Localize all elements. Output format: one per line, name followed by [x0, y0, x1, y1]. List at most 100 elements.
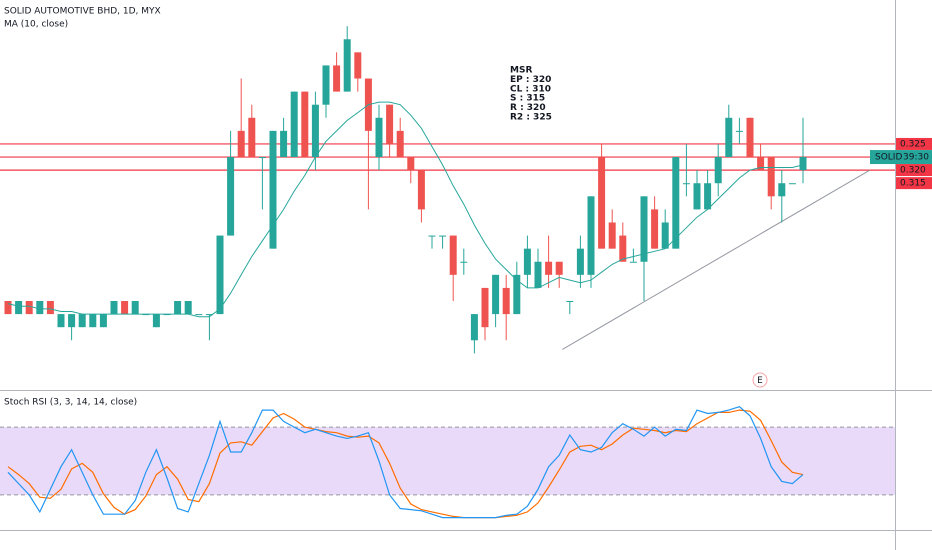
candle-body: [280, 130, 288, 158]
ma-legend: MA (10, close): [4, 20, 68, 30]
candle-body: [195, 314, 203, 316]
hline-label-box: [896, 177, 932, 190]
candle-body: [205, 314, 213, 316]
candle-body: [619, 235, 627, 262]
series-line: [7, 409, 804, 519]
candle-body: [407, 157, 415, 171]
candle-body: [449, 235, 457, 275]
chart-title: SOLID AUTOMOTIVE BHD, 1D, MYX: [4, 7, 161, 17]
band: [0, 427, 895, 495]
candle-body: [78, 314, 86, 328]
annotation-text: EP : 320: [510, 75, 551, 85]
candle-body: [672, 157, 680, 249]
candle-body: [131, 301, 139, 315]
candle-body: [651, 209, 659, 249]
candle-body: [184, 301, 192, 315]
candle-body: [152, 314, 160, 328]
candle-body: [25, 301, 33, 315]
annotation-text: R : 320: [510, 103, 546, 113]
hline-label-box: [896, 164, 932, 177]
candle-body: [725, 117, 733, 158]
axes: SOLID 39:30 0.325 0.320 0.315: [870, 137, 932, 190]
candle-body: [343, 39, 351, 92]
candle-body: [386, 104, 394, 144]
candle-body: [523, 248, 531, 275]
candle-body: [555, 261, 563, 275]
candle-body: [396, 130, 404, 158]
candle-body: [735, 130, 743, 132]
hline-label: 0.320: [900, 166, 926, 176]
candle-body: [513, 274, 521, 315]
candle-body: [428, 235, 436, 237]
candle-body: [237, 130, 245, 158]
candle-body: [587, 196, 595, 275]
candle-body: [534, 261, 542, 288]
candle-body: [36, 301, 44, 315]
candle-body: [354, 52, 362, 79]
candle-body: [576, 248, 584, 275]
last-price-tag: [870, 150, 932, 165]
candle-body: [460, 261, 468, 263]
trendline: [562, 169, 871, 350]
candle-body: [714, 157, 722, 184]
candle-body: [269, 130, 277, 249]
candle-body: [46, 301, 54, 315]
candle-body: [110, 301, 118, 315]
candle-body: [799, 157, 807, 171]
candle-body: [15, 301, 23, 315]
candle-body: [640, 196, 648, 262]
candle-body: [227, 157, 235, 236]
candle-body: [788, 183, 796, 185]
candle-body: [258, 157, 266, 159]
candle-body: [417, 170, 425, 210]
hline-label-box: [896, 137, 932, 150]
annotation-text: MSR: [510, 66, 532, 76]
candle-body: [121, 301, 129, 315]
last-price-countdown: 39:30: [903, 153, 929, 163]
candle-body: [757, 157, 765, 171]
candle-body: [470, 314, 478, 341]
candle-body: [778, 183, 786, 197]
candle-body: [629, 261, 637, 263]
candle-body: [481, 287, 489, 328]
candle-body: [608, 222, 616, 249]
candle-body: [4, 301, 12, 315]
candle-body: [682, 183, 690, 185]
candle-body: [767, 157, 775, 197]
candle-body: [89, 314, 97, 328]
hline-label: 0.315: [900, 179, 926, 189]
candle-body: [311, 104, 319, 158]
earnings-marker: [752, 372, 768, 388]
candle-body: [290, 91, 298, 158]
annotation-text: R2 : 325: [510, 113, 552, 123]
candle-body: [174, 301, 182, 315]
candle-body: [704, 183, 712, 210]
candle-body: [375, 117, 383, 158]
candle-body: [333, 65, 341, 92]
last-price-name: SOLID: [875, 153, 902, 163]
annotation-text: CL : 310: [510, 84, 551, 94]
ma-line: [7, 101, 804, 318]
candle-body: [301, 91, 309, 158]
candle-body: [693, 183, 701, 210]
candle-body: [566, 301, 574, 303]
candle-body: [439, 235, 447, 237]
hline-label: 0.325: [900, 139, 926, 149]
candle-body: [248, 117, 256, 158]
candle-body: [502, 287, 510, 315]
candle-body: [57, 314, 65, 328]
candle-body: [68, 314, 76, 328]
earnings-label: E: [757, 376, 763, 386]
candle-body: [492, 274, 500, 315]
candle-body: [598, 157, 606, 249]
candle-body: [99, 314, 107, 328]
indicator-title: Stoch RSI (3, 3, 14, 14, close): [4, 398, 137, 408]
candle-body: [545, 261, 553, 275]
candle-body: [661, 222, 669, 249]
annotation-text: S : 315: [510, 94, 545, 104]
candle-body: [216, 235, 224, 315]
candle-body: [322, 65, 330, 105]
candle-body: [746, 117, 754, 158]
